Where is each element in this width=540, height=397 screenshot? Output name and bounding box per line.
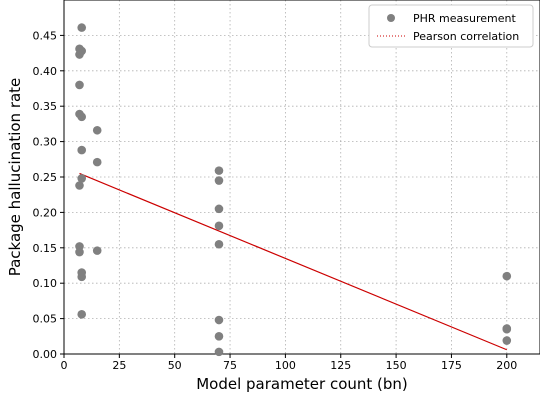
legend: PHR measurement Pearson correlation bbox=[368, 4, 534, 48]
correlation-line-layer bbox=[79, 172, 508, 351]
x-tick-label: 150 bbox=[386, 359, 407, 372]
pearson-correlation-line bbox=[79, 172, 508, 351]
phr-point bbox=[502, 336, 512, 345]
legend-label-phr: PHR measurement bbox=[413, 12, 516, 25]
y-tick-label: 0.40 bbox=[33, 65, 58, 78]
phr-point bbox=[75, 181, 84, 190]
x-tick-label: 25 bbox=[112, 359, 126, 372]
phr-point bbox=[92, 157, 102, 167]
y-tick-label: 0.45 bbox=[33, 29, 58, 42]
x-tick-label: 0 bbox=[61, 359, 68, 372]
scatter-points bbox=[75, 23, 512, 357]
x-tick-label: 100 bbox=[275, 359, 296, 372]
phr-point bbox=[214, 204, 224, 214]
x-axis-title: Model parameter count (bn) bbox=[196, 375, 408, 393]
legend-label-pearson: Pearson correlation bbox=[413, 30, 519, 43]
phr-point bbox=[77, 23, 87, 32]
phr-point bbox=[75, 80, 84, 90]
phr-point bbox=[77, 112, 87, 122]
phr-point bbox=[214, 239, 224, 249]
phr-point bbox=[214, 347, 224, 357]
x-tick-label: 175 bbox=[441, 359, 462, 372]
x-tick-label: 200 bbox=[496, 359, 517, 372]
phr-point bbox=[92, 125, 102, 135]
phr-point bbox=[214, 315, 224, 325]
grid bbox=[63, 0, 540, 355]
phr-point bbox=[502, 271, 512, 281]
y-tick-label: 0.05 bbox=[33, 313, 58, 326]
x-tick-label: 125 bbox=[330, 359, 351, 372]
y-tick-label: 0.35 bbox=[33, 100, 58, 113]
phr-point bbox=[214, 221, 224, 231]
phr-point bbox=[77, 145, 87, 155]
y-tick-label: 0.25 bbox=[33, 171, 58, 184]
legend-marker-phr bbox=[387, 14, 395, 22]
phr-point bbox=[77, 174, 87, 183]
phr-point bbox=[77, 310, 87, 319]
y-tick-label: 0.10 bbox=[33, 277, 58, 290]
phr-point bbox=[502, 324, 512, 334]
phr-point bbox=[77, 272, 87, 282]
y-tick-label: 0.00 bbox=[33, 348, 58, 361]
x-tick-label: 50 bbox=[168, 359, 182, 372]
axis-ticks: 0 25 50 75 100 125 150 175 200 0.00 0.05 0.10 0.15 0.… bbox=[33, 29, 518, 372]
legend-frame bbox=[368, 4, 534, 48]
phr-point bbox=[214, 332, 224, 341]
y-tick-label: 0.15 bbox=[33, 242, 58, 255]
x-tick-label: 75 bbox=[223, 359, 237, 372]
phr-point bbox=[75, 50, 84, 59]
y-tick-label: 0.20 bbox=[33, 206, 58, 219]
phr-point bbox=[214, 166, 224, 175]
phr-point bbox=[214, 176, 224, 185]
y-axis-title: Package hallucination rate bbox=[6, 78, 24, 277]
y-tick-label: 0.30 bbox=[33, 136, 58, 149]
phr-point bbox=[75, 247, 84, 257]
phr-point bbox=[92, 246, 102, 255]
